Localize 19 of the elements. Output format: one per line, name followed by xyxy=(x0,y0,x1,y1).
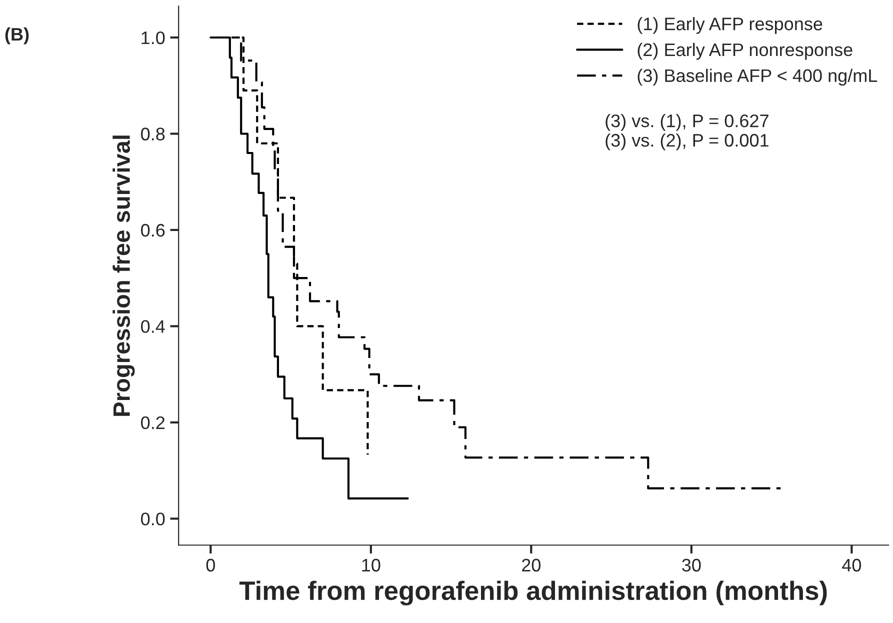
y-tick-label: 0.6 xyxy=(141,224,165,237)
y-tick-label: 1.0 xyxy=(142,31,165,44)
y-tick-label: 0.0 xyxy=(141,512,165,526)
y-axis-title: Progression free survival xyxy=(112,136,135,416)
annotation: (3) vs. (1), P = 0.627 xyxy=(606,114,768,131)
x-tick-label: 20 xyxy=(522,558,540,572)
x-tick-label: 40 xyxy=(842,558,862,572)
annotation: (3) vs. (2), P = 0.001 xyxy=(606,133,768,150)
text: (B) xyxy=(5,27,29,44)
legend-label: (1) Early AFP response xyxy=(638,17,822,34)
x-axis-title: Time from regorafenib administration (months) xyxy=(239,580,827,606)
y-tick-label: 0.8 xyxy=(141,128,165,140)
x-tick-label: 0 xyxy=(206,558,215,572)
y-tick-label: 0.4 xyxy=(141,320,165,333)
x-tick-label: 10 xyxy=(362,558,380,572)
y-tick-label: 0.2 xyxy=(141,416,164,430)
legend-label: (2) Early AFP nonresponse xyxy=(638,42,852,60)
legend-label: (3) Baseline AFP < 400 ng/mL xyxy=(638,68,878,86)
x-tick-label: 30 xyxy=(682,558,701,572)
